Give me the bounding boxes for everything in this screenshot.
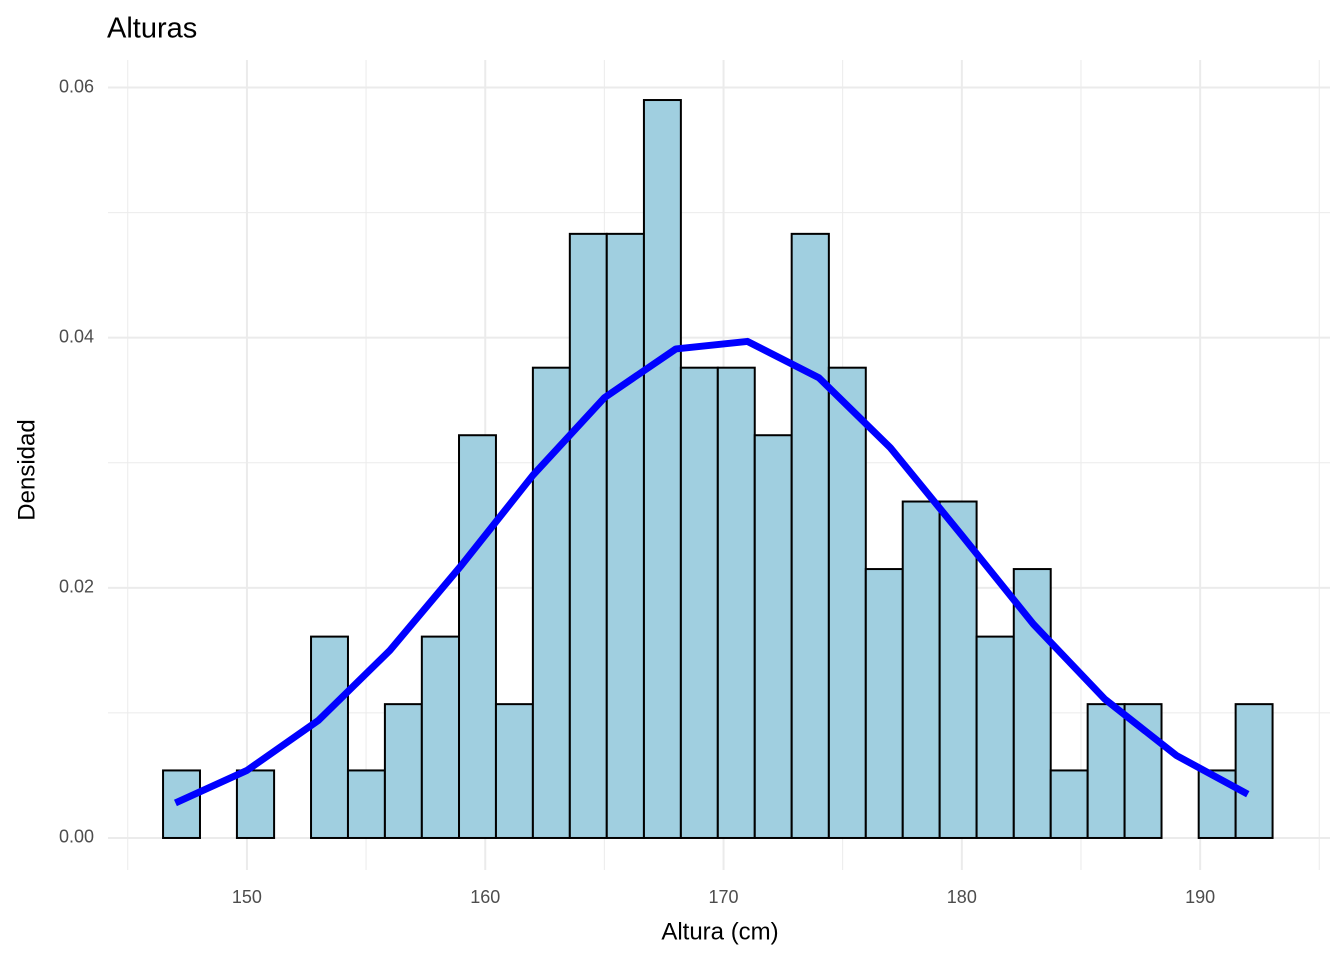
bar — [790, 232, 830, 839]
y-tick-label: 0.02 — [59, 577, 94, 597]
bar — [716, 366, 756, 839]
bar — [1123, 703, 1163, 839]
y-axis-title: Densidad — [13, 419, 40, 520]
bar — [1086, 703, 1126, 839]
bar — [1049, 769, 1089, 839]
x-tick-label: 180 — [947, 887, 977, 907]
bar — [346, 769, 386, 839]
bar — [458, 434, 497, 839]
bar — [975, 635, 1015, 839]
x-tick-label: 170 — [709, 887, 739, 907]
bar — [235, 769, 276, 839]
bar — [162, 769, 201, 839]
bar — [1012, 568, 1052, 839]
bar — [938, 500, 978, 839]
x-axis-title: Altura (cm) — [661, 918, 778, 945]
x-tick-label: 160 — [470, 887, 500, 907]
bar — [605, 232, 645, 839]
bar — [383, 703, 423, 839]
bar — [827, 366, 867, 839]
bar — [420, 635, 461, 839]
y-tick-label: 0.00 — [59, 827, 94, 847]
bar — [901, 500, 941, 839]
chart-title: Alturas — [107, 13, 197, 45]
bar — [568, 232, 608, 839]
y-tick-label: 0.04 — [59, 326, 94, 346]
bar — [642, 99, 682, 839]
bar — [864, 568, 904, 839]
bar — [310, 635, 349, 839]
y-tick-label: 0.06 — [59, 76, 94, 96]
density-curve — [173, 337, 1250, 807]
bar — [679, 366, 719, 839]
bar — [494, 703, 534, 839]
x-tick-label: 190 — [1185, 887, 1215, 907]
bar — [1234, 703, 1274, 839]
bar — [753, 434, 793, 839]
x-tick-label: 150 — [232, 887, 262, 907]
